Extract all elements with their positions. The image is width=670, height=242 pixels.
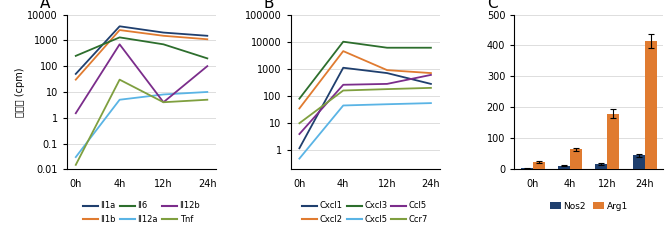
Bar [596,164,608,169]
Y-axis label: 発現量 (cpm): 発現量 (cpm) [15,67,25,117]
Text: B: B [264,0,274,11]
Bar [533,162,545,169]
Bar [558,166,570,169]
Bar [645,41,657,169]
Legend: Cxcl1, Cxcl2, Cxcl3, Cxcl5, Ccl5, Ccr7: Cxcl1, Cxcl2, Cxcl3, Cxcl5, Ccl5, Ccr7 [302,201,428,224]
Bar [608,114,619,169]
Legend: Il1a, Il1b, Il6, Il12a, Il12b, Tnf: Il1a, Il1b, Il6, Il12a, Il12b, Tnf [83,201,200,224]
Bar [521,168,533,169]
Text: C: C [487,0,498,11]
Bar [570,149,582,169]
Bar [632,155,645,169]
Text: A: A [40,0,50,11]
Legend: Nos2, Arg1: Nos2, Arg1 [549,202,628,211]
